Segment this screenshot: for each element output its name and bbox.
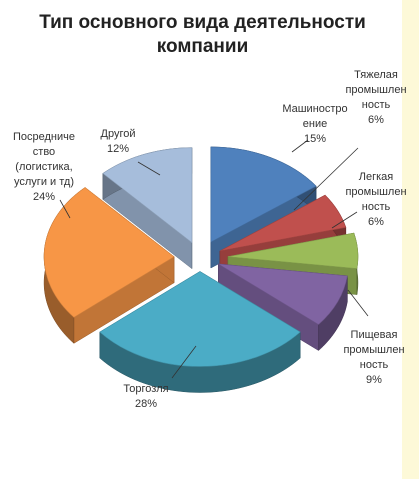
pie-slice-6 <box>102 147 193 270</box>
chart-title-line-1: Тип основного вида деятельности <box>39 12 366 33</box>
slice-name-line: Легкая <box>359 171 394 183</box>
slice-name-line: Тяжелая <box>354 69 398 81</box>
slice-label-5: Посредниче ство (логистика, услуги и тд) 24% <box>13 131 75 203</box>
leader-line-6 <box>137 161 161 176</box>
slice-label-6: Другой 12% <box>101 128 136 155</box>
leader-line-5 <box>59 199 71 219</box>
slice-percent: 28% <box>135 398 157 410</box>
slice-label-2: Легкая промышлен ность 6% <box>345 171 406 228</box>
leader-line-1 <box>293 147 359 211</box>
slice-name-line: промышлен <box>345 186 406 198</box>
slice-percent: 6% <box>368 114 384 126</box>
slice-name-line: Пищевая <box>351 329 398 341</box>
pie-slice-top <box>210 146 317 243</box>
slice-name-line: услуги и тд) <box>14 176 74 188</box>
slice-percent: 15% <box>304 133 326 145</box>
leader-line-0 <box>291 139 309 153</box>
pie-slice-top <box>99 271 301 367</box>
slice-name-line: ность <box>362 201 391 213</box>
slice-name-line: ение <box>303 118 327 130</box>
slice-name-line: промышлен <box>345 84 406 96</box>
pie-slice-top <box>102 147 193 244</box>
slice-label-4: Торгозля 28% <box>123 383 168 410</box>
slice-percent: 9% <box>366 374 382 386</box>
slice-percent: 12% <box>107 143 129 155</box>
slice-label-3: Пищевая промышлен ность 9% <box>343 329 404 386</box>
slice-label-0: Машиностро ение 15% <box>282 103 347 145</box>
page-edge-strip <box>402 0 419 479</box>
slice-name-line: Машиностро <box>282 103 347 115</box>
leader-line-2 <box>331 211 358 229</box>
slice-name-line: ность <box>362 99 391 111</box>
slice-name-line: промышлен <box>343 344 404 356</box>
leader-line-4 <box>171 345 197 379</box>
pie-slice-top <box>227 232 359 269</box>
pie-slice-5 <box>43 187 175 344</box>
slice-name-line: Посредниче <box>13 131 75 143</box>
pie-slice-4 <box>99 271 301 393</box>
pie-slice-top <box>43 187 175 318</box>
slice-name-line: ство <box>33 146 55 158</box>
pie-slice-top <box>219 194 347 252</box>
chart-title-line-2: компании <box>156 36 249 57</box>
pie-slice-top <box>218 263 348 325</box>
slice-label-1: Тяжелая промышлен ность 6% <box>345 69 406 126</box>
slice-name-line: Другой <box>101 128 136 140</box>
slice-name-line: Торгозля <box>123 383 168 395</box>
slice-percent: 24% <box>33 191 55 203</box>
slice-name-line: ность <box>360 359 389 371</box>
slice-percent: 6% <box>368 216 384 228</box>
slice-name-line: (логистика, <box>15 161 72 173</box>
leader-line-3 <box>347 289 369 317</box>
